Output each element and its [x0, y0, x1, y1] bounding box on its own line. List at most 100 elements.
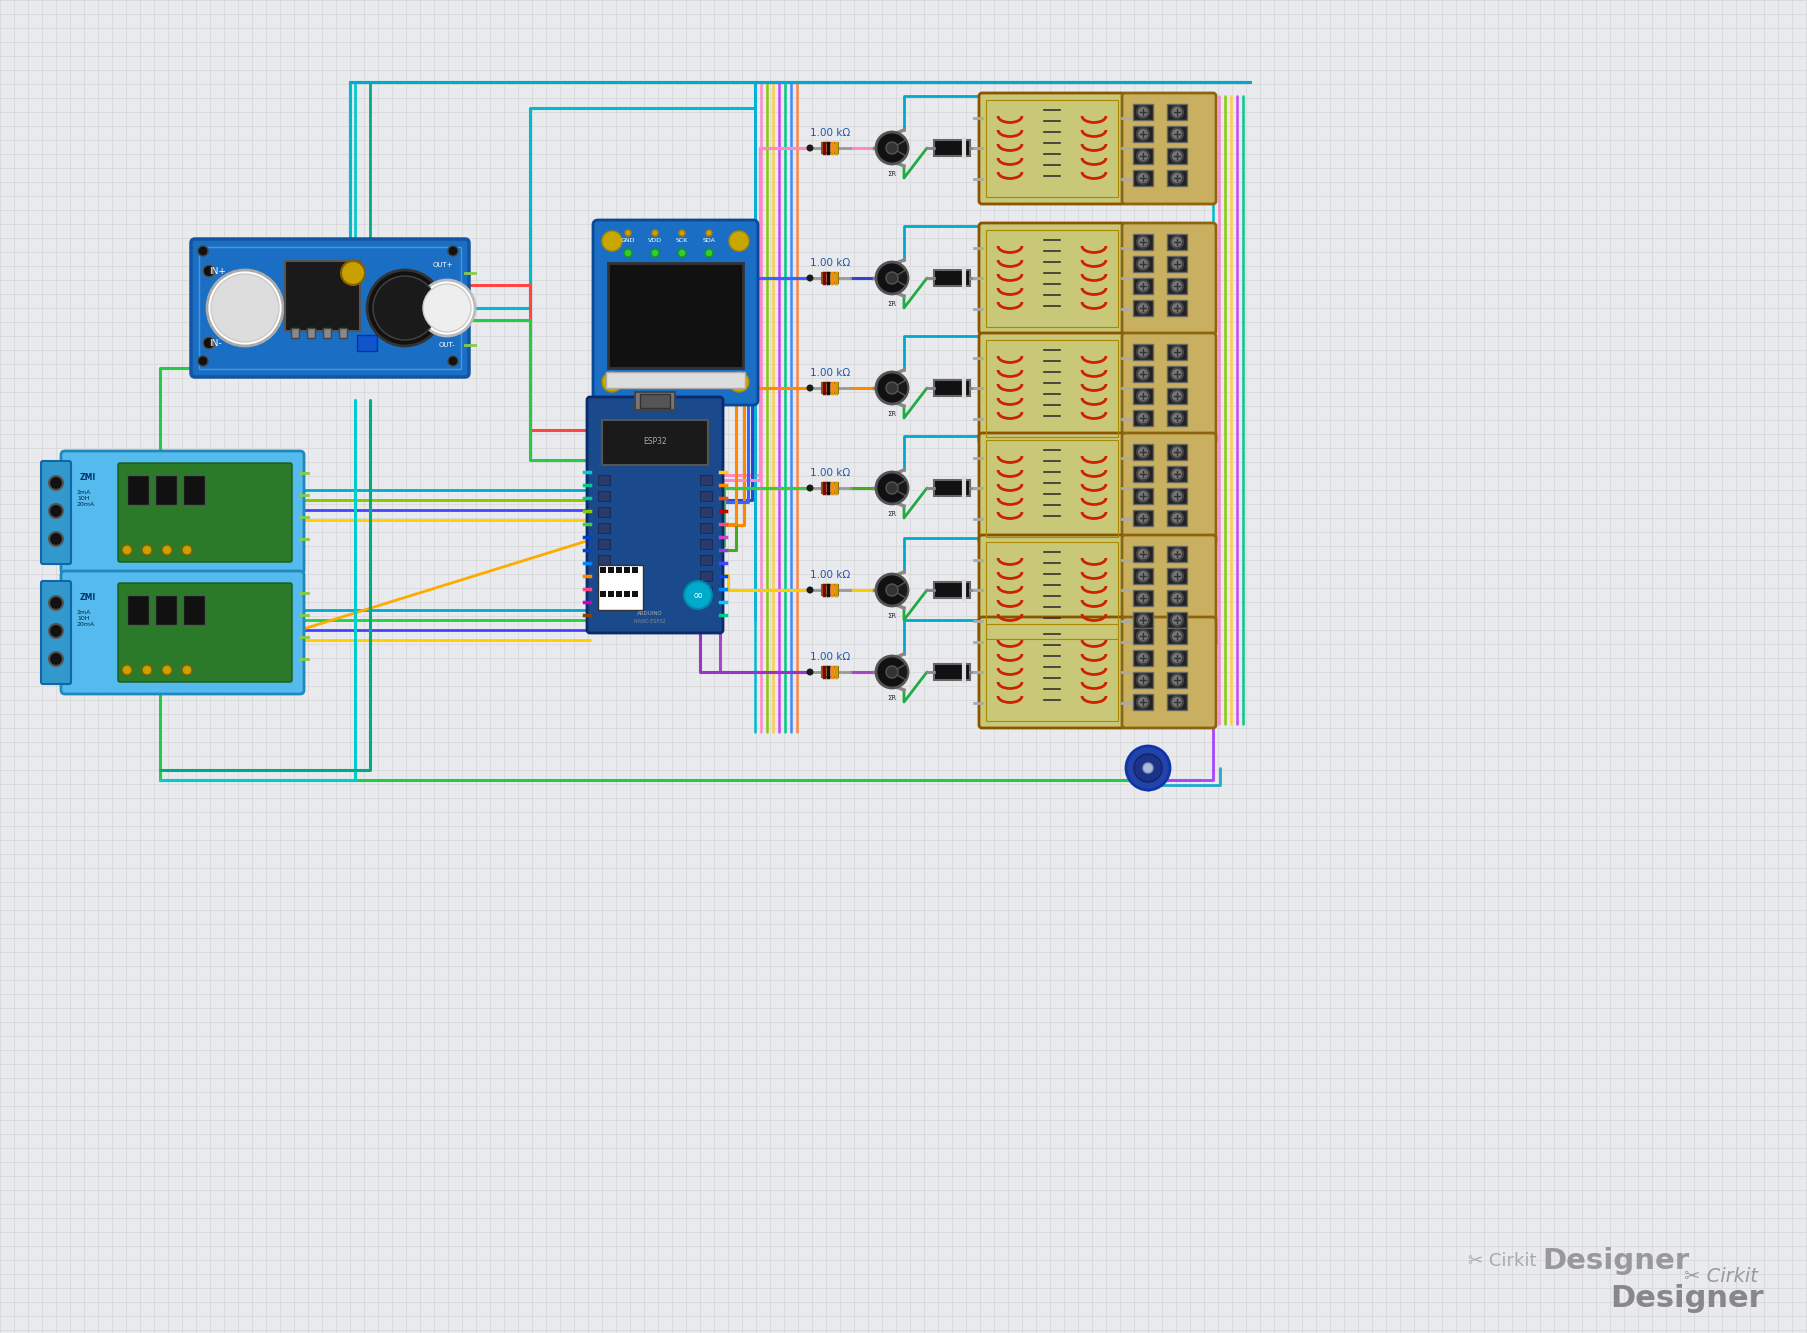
Circle shape: [183, 545, 192, 555]
Circle shape: [202, 265, 215, 277]
FancyBboxPatch shape: [1122, 617, 1216, 728]
Circle shape: [1171, 592, 1184, 604]
Circle shape: [1171, 236, 1184, 248]
Bar: [822, 273, 838, 283]
Bar: [987, 624, 1119, 721]
Bar: [987, 231, 1119, 327]
Circle shape: [123, 545, 132, 555]
Bar: [699, 571, 712, 581]
FancyBboxPatch shape: [117, 583, 293, 682]
Circle shape: [876, 472, 907, 504]
Text: 2mA
10H
20mA: 2mA 10H 20mA: [78, 611, 96, 627]
Bar: [934, 583, 970, 599]
Bar: [1167, 568, 1187, 584]
FancyBboxPatch shape: [979, 93, 1126, 204]
Circle shape: [728, 231, 748, 251]
Bar: [1133, 628, 1153, 644]
Bar: [1167, 547, 1187, 563]
Bar: [699, 507, 712, 517]
Text: 2mA
10H
20mA: 2mA 10H 20mA: [78, 491, 96, 507]
Bar: [598, 565, 643, 611]
Bar: [600, 591, 605, 597]
Bar: [699, 587, 712, 597]
Circle shape: [202, 337, 215, 349]
Circle shape: [1137, 128, 1149, 140]
Circle shape: [1137, 447, 1149, 459]
Bar: [1133, 694, 1153, 710]
Bar: [934, 271, 970, 287]
Bar: [1167, 367, 1187, 383]
Bar: [598, 571, 611, 581]
Circle shape: [705, 249, 714, 257]
Bar: [987, 543, 1119, 639]
Circle shape: [211, 275, 278, 343]
Text: ARDUINO: ARDUINO: [638, 611, 663, 616]
FancyBboxPatch shape: [117, 463, 293, 563]
Bar: [699, 539, 712, 549]
Bar: [155, 475, 177, 505]
Circle shape: [1137, 391, 1149, 403]
Bar: [1167, 256, 1187, 272]
Circle shape: [163, 665, 172, 674]
Bar: [1133, 591, 1153, 607]
Circle shape: [163, 545, 172, 555]
Bar: [598, 491, 611, 501]
Circle shape: [1171, 571, 1184, 583]
Text: 1.00 kΩ: 1.00 kΩ: [810, 368, 849, 379]
Circle shape: [1171, 652, 1184, 664]
Bar: [323, 328, 331, 339]
Circle shape: [1171, 172, 1184, 184]
Bar: [607, 263, 743, 368]
Circle shape: [679, 231, 685, 236]
Circle shape: [885, 483, 898, 495]
Circle shape: [1171, 512, 1184, 524]
Bar: [1133, 612, 1153, 628]
Circle shape: [602, 231, 622, 251]
Circle shape: [1171, 259, 1184, 271]
Circle shape: [623, 249, 632, 257]
Circle shape: [1171, 412, 1184, 424]
FancyBboxPatch shape: [1122, 93, 1216, 204]
Circle shape: [49, 624, 63, 639]
Circle shape: [876, 372, 907, 404]
Wedge shape: [893, 480, 907, 496]
Circle shape: [885, 143, 898, 155]
Bar: [616, 567, 622, 573]
Bar: [1167, 411, 1187, 427]
Text: 1.00 kΩ: 1.00 kΩ: [810, 652, 849, 663]
Circle shape: [806, 144, 813, 152]
Circle shape: [1137, 512, 1149, 524]
Bar: [1167, 388, 1187, 404]
FancyBboxPatch shape: [979, 333, 1126, 444]
Bar: [822, 383, 838, 393]
FancyBboxPatch shape: [1122, 333, 1216, 444]
Circle shape: [1171, 447, 1184, 459]
Bar: [1133, 367, 1153, 383]
Bar: [598, 475, 611, 485]
Bar: [699, 555, 712, 565]
Text: ∞: ∞: [692, 588, 703, 601]
Bar: [1167, 488, 1187, 504]
Wedge shape: [893, 140, 907, 156]
Bar: [1167, 444, 1187, 460]
Circle shape: [1137, 491, 1149, 503]
Text: 1.00 kΩ: 1.00 kΩ: [810, 571, 849, 580]
Circle shape: [448, 247, 457, 256]
Circle shape: [1137, 303, 1149, 315]
Circle shape: [1144, 762, 1153, 773]
Circle shape: [183, 665, 192, 674]
Circle shape: [602, 372, 622, 392]
Circle shape: [1171, 615, 1184, 627]
Bar: [602, 420, 708, 465]
Circle shape: [49, 504, 63, 519]
Bar: [607, 567, 614, 573]
Circle shape: [123, 665, 132, 674]
Bar: [640, 395, 670, 408]
Text: Designer: Designer: [1541, 1246, 1690, 1274]
Circle shape: [1171, 347, 1184, 359]
Bar: [1133, 300, 1153, 316]
Circle shape: [806, 275, 813, 281]
FancyBboxPatch shape: [979, 535, 1126, 647]
Circle shape: [1137, 259, 1149, 271]
Text: 1.00 kΩ: 1.00 kΩ: [810, 259, 849, 268]
